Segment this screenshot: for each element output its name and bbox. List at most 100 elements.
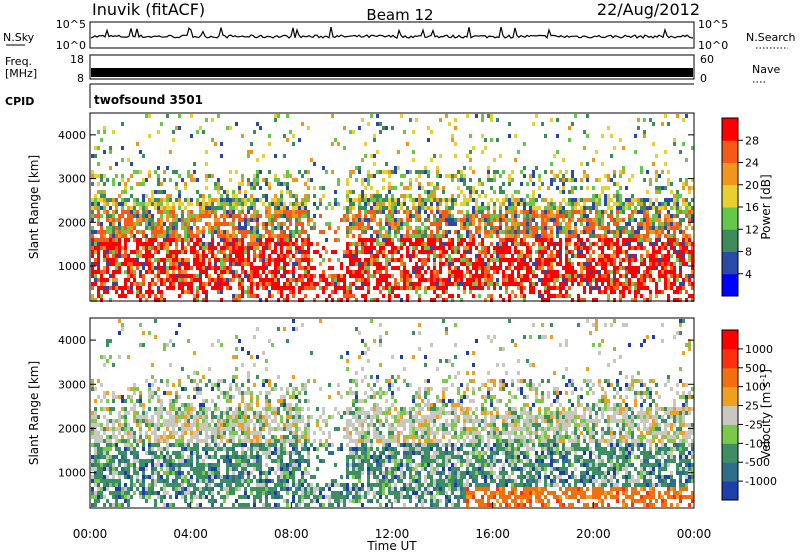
heat-cell	[622, 238, 625, 242]
heat-cell	[394, 234, 397, 238]
heat-cell	[592, 206, 595, 210]
heat-cell	[211, 242, 214, 246]
heat-cell	[166, 443, 169, 447]
heat-cell	[604, 286, 607, 290]
heat-cell	[493, 210, 496, 214]
heat-cell	[691, 210, 694, 214]
heat-cell	[175, 487, 178, 491]
heat-cell	[394, 186, 397, 190]
heat-cell	[631, 174, 634, 178]
heat-cell	[361, 246, 364, 250]
heat-cell	[265, 282, 268, 286]
heat-cell	[100, 198, 103, 202]
cpid-label: CPID	[5, 95, 34, 108]
heat-cell	[586, 230, 589, 234]
heat-cell	[289, 130, 292, 134]
heat-cell	[451, 202, 454, 206]
heat-cell	[673, 222, 676, 226]
heat-cell	[637, 286, 640, 290]
heat-cell	[115, 174, 118, 178]
heat-cell	[229, 178, 232, 182]
heat-cell	[667, 122, 670, 126]
heat-cell	[172, 467, 175, 471]
heat-cell	[496, 258, 499, 262]
heat-cell	[607, 274, 610, 278]
heat-cell	[634, 238, 637, 242]
heat-cell	[157, 210, 160, 214]
heat-cell	[463, 174, 466, 178]
heat-cell	[646, 210, 649, 214]
heat-cell	[130, 395, 133, 399]
heat-cell	[445, 234, 448, 238]
heat-cell	[175, 238, 178, 242]
heat-cell	[196, 455, 199, 459]
heat-cell	[112, 503, 115, 507]
heat-cell	[184, 447, 187, 451]
heat-cell	[667, 222, 670, 226]
heat-cell	[409, 218, 412, 222]
heat-cell	[520, 230, 523, 234]
heat-cell	[475, 190, 478, 194]
heat-cell	[133, 435, 136, 439]
heat-cell	[397, 230, 400, 234]
heat-cell	[130, 447, 133, 451]
heat-cell	[562, 226, 565, 230]
heat-cell	[106, 475, 109, 479]
heat-cell	[172, 238, 175, 242]
heat-cell	[367, 282, 370, 286]
heat-cell	[610, 282, 613, 286]
heat-cell	[619, 266, 622, 270]
heat-cell	[148, 238, 151, 242]
heat-cell	[391, 170, 394, 174]
heat-cell	[184, 230, 187, 234]
heat-cell	[127, 274, 130, 278]
heat-cell	[160, 479, 163, 483]
heat-cell	[487, 258, 490, 262]
heat-cell	[682, 182, 685, 186]
heat-cell	[652, 142, 655, 146]
heat-cell	[667, 298, 670, 302]
heat-cell	[367, 290, 370, 294]
heat-cell	[193, 435, 196, 439]
heat-cell	[616, 266, 619, 270]
heat-cell	[529, 282, 532, 286]
heat-cell	[220, 230, 223, 234]
heat-cell	[262, 282, 265, 286]
heat-cell	[601, 218, 604, 222]
heat-cell	[127, 286, 130, 290]
heat-cell	[187, 174, 190, 178]
heat-cell	[610, 210, 613, 214]
heat-cell	[238, 186, 241, 190]
heat-cell	[469, 278, 472, 282]
heat-cell	[529, 206, 532, 210]
heat-cell	[232, 226, 235, 230]
heat-cell	[187, 266, 190, 270]
heat-cell	[199, 270, 202, 274]
heat-cell	[685, 114, 688, 118]
heat-cell	[205, 431, 208, 435]
heat-cell	[136, 455, 139, 459]
heat-cell	[142, 154, 145, 158]
heat-cell	[169, 443, 172, 447]
heat-cell	[271, 218, 274, 222]
heat-cell	[187, 443, 190, 447]
heat-cell	[151, 479, 154, 483]
heat-cell	[103, 427, 106, 431]
heat-cell	[256, 230, 259, 234]
heat-cell	[148, 286, 151, 290]
heat-cell	[130, 258, 133, 262]
heat-cell	[637, 282, 640, 286]
heat-cell	[670, 182, 673, 186]
heat-cell	[451, 294, 454, 298]
heat-cell	[163, 178, 166, 182]
heat-cell	[367, 218, 370, 222]
heat-cell	[436, 170, 439, 174]
heat-cell	[385, 254, 388, 258]
heat-cell	[166, 166, 169, 170]
heat-cell	[130, 286, 133, 290]
heat-cell	[649, 242, 652, 246]
heat-cell	[169, 214, 172, 218]
heat-cell	[151, 451, 154, 455]
heat-cell	[250, 282, 253, 286]
heat-cell	[499, 202, 502, 206]
